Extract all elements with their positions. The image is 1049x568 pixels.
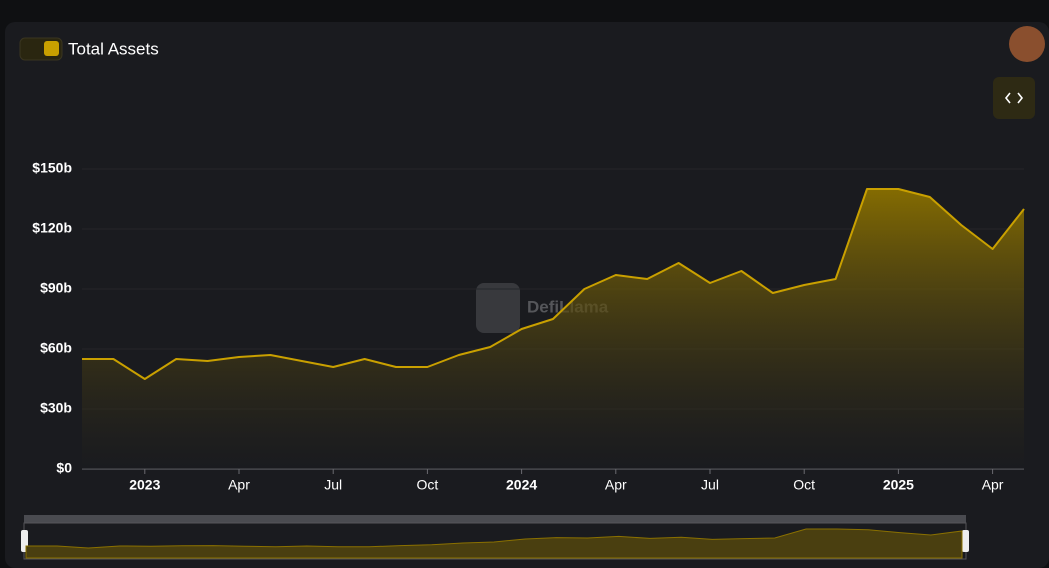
y-tick-label: $90b bbox=[40, 280, 72, 296]
y-tick-label: $60b bbox=[40, 340, 72, 356]
y-tick-label: $0 bbox=[56, 460, 72, 476]
x-tick-label: Apr bbox=[605, 477, 627, 493]
area-line bbox=[82, 188, 1025, 380]
x-tick-label: Apr bbox=[982, 477, 1004, 493]
area-fill bbox=[82, 189, 1024, 469]
x-tick-label: Oct bbox=[793, 477, 815, 493]
legend-swatch bbox=[44, 41, 59, 56]
x-tick-label: Jul bbox=[324, 477, 342, 493]
embed-button[interactable] bbox=[993, 77, 1035, 119]
x-tick-label: 2025 bbox=[883, 477, 914, 493]
watermark-logo bbox=[476, 283, 520, 333]
x-tick-label: Jul bbox=[701, 477, 719, 493]
x-tick-label: Oct bbox=[417, 477, 439, 493]
mini-area bbox=[25, 528, 963, 559]
legend-label: Total Assets bbox=[68, 39, 159, 58]
y-tick-label: $30b bbox=[40, 400, 72, 416]
x-tick-label: 2023 bbox=[129, 477, 160, 493]
y-tick-label: $120b bbox=[32, 220, 72, 236]
x-tick-label: 2024 bbox=[506, 477, 537, 493]
embed-icon bbox=[1004, 92, 1024, 104]
slider-handle[interactable] bbox=[962, 530, 969, 552]
x-tick-label: Apr bbox=[228, 477, 250, 493]
avatar[interactable] bbox=[1009, 26, 1045, 62]
slider-bar[interactable] bbox=[24, 515, 966, 523]
y-tick-label: $150b bbox=[32, 160, 72, 176]
